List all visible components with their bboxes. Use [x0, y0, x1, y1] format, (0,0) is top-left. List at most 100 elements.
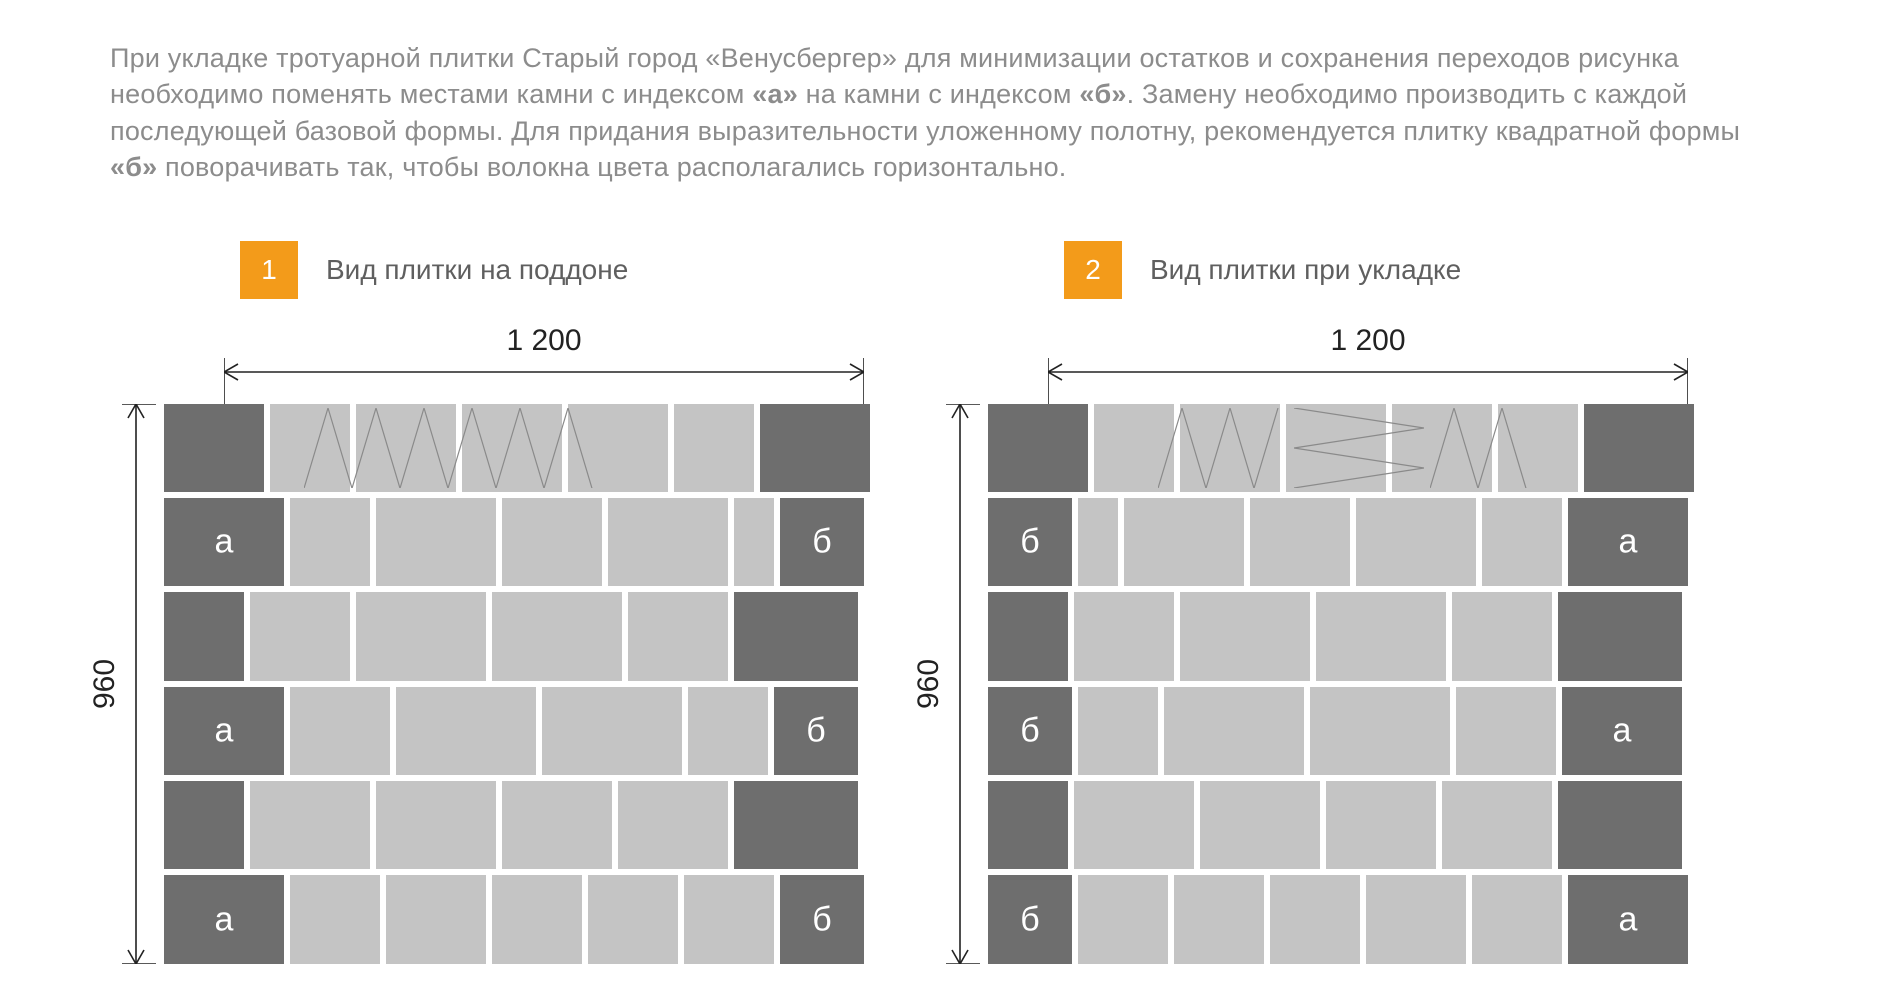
- tile-light: [734, 498, 774, 586]
- tile-light: [1250, 498, 1350, 586]
- tile-dark: б: [780, 875, 864, 963]
- tile-light: [1164, 687, 1304, 775]
- tile-light: [1316, 592, 1446, 680]
- grid-wrap: а б а б а б: [164, 404, 864, 964]
- dimension-width: 1 200: [1048, 358, 1688, 404]
- tile-dark: [760, 404, 870, 492]
- dimension-height: 960: [110, 404, 156, 964]
- tile-grid: а б а б а б: [164, 404, 864, 964]
- tile-light: [684, 875, 774, 963]
- panel-title: Вид плитки при укладке: [1150, 254, 1461, 286]
- tile-light: [1074, 781, 1194, 869]
- tile-light: [568, 404, 668, 492]
- tile-label: а: [1568, 900, 1688, 939]
- tile-dark: б: [988, 687, 1072, 775]
- tile-light: [1078, 875, 1168, 963]
- tile-dark: б: [988, 875, 1072, 963]
- intro-text: поворачивать так, чтобы волокна цвета ра…: [157, 152, 1066, 182]
- tile-light: [502, 781, 612, 869]
- tile-light: [1200, 781, 1320, 869]
- panel-header: 2 Вид плитки при укладке: [1064, 241, 1688, 299]
- tile-dark: б: [780, 498, 864, 586]
- tile-light: [356, 404, 456, 492]
- tile-light: [628, 592, 728, 680]
- tile-light: [250, 781, 370, 869]
- tile-light: [1310, 687, 1450, 775]
- tile-dark: б: [988, 498, 1072, 586]
- dimension-width: 1 200: [224, 358, 864, 404]
- tile-label: а: [1568, 523, 1688, 562]
- tile-dark: [988, 592, 1068, 680]
- tile-light: [1180, 404, 1280, 492]
- intro-bold: «б»: [110, 152, 157, 182]
- panels-row: 1Вид плитки на поддоне1 200 960 абабаб2В…: [110, 241, 1790, 964]
- tile-dark: [988, 781, 1068, 869]
- tile-dark: [164, 404, 264, 492]
- intro-paragraph: При укладке тротуарной плитки Старый гор…: [110, 40, 1790, 186]
- tile-dark: [734, 592, 858, 680]
- tile-light: [1452, 592, 1552, 680]
- tile-light: [618, 781, 728, 869]
- tile-dark: [1558, 781, 1682, 869]
- tile-dark: а: [1562, 687, 1682, 775]
- tile-label: а: [164, 900, 284, 939]
- intro-text: на камни с индексом: [798, 79, 1079, 109]
- tile-light: [688, 687, 768, 775]
- tile-dark: [1558, 592, 1682, 680]
- tile-light: [1078, 687, 1158, 775]
- tile-dark: а: [1568, 875, 1688, 963]
- dimension-width-label: 1 200: [224, 324, 864, 358]
- tile-light: [270, 404, 350, 492]
- panel-badge: 1: [240, 241, 298, 299]
- tile-label: б: [780, 900, 864, 939]
- tile-grid: б а б а б а: [988, 404, 1688, 964]
- intro-bold: «б»: [1079, 79, 1126, 109]
- tile-light: [462, 404, 562, 492]
- tile-label: б: [774, 711, 858, 750]
- tile-dark: а: [164, 687, 284, 775]
- tile-light: [1456, 687, 1556, 775]
- tile-light: [1498, 404, 1578, 492]
- tile-light: [608, 498, 728, 586]
- tile-dark: [164, 781, 244, 869]
- tile-dark: [164, 592, 244, 680]
- diagram-area: 1 200 960 а б а б а б: [110, 324, 864, 964]
- tile-light: [386, 875, 486, 963]
- tile-light: [290, 875, 380, 963]
- tile-label: б: [988, 523, 1072, 562]
- tile-label: б: [988, 711, 1072, 750]
- tile-light: [502, 498, 602, 586]
- tile-light: [542, 687, 682, 775]
- tile-light: [1356, 498, 1476, 586]
- tile-light: [356, 592, 486, 680]
- tile-light: [290, 498, 370, 586]
- tile-light: [1472, 875, 1562, 963]
- tile-dark: а: [164, 498, 284, 586]
- tile-light: [376, 498, 496, 586]
- diagram-area: 1 200 960 бабаба: [934, 324, 1688, 964]
- tile-light: [396, 687, 536, 775]
- tile-light: [492, 875, 582, 963]
- intro-bold: «а»: [752, 79, 798, 109]
- tile-dark: [1584, 404, 1694, 492]
- tile-light: [674, 404, 754, 492]
- tile-dark: [988, 404, 1088, 492]
- tile-light: [588, 875, 678, 963]
- tile-light: [1124, 498, 1244, 586]
- dimension-height-label: 960: [88, 404, 122, 964]
- tile-light: [1482, 498, 1562, 586]
- panel-badge: 2: [1064, 241, 1122, 299]
- tile-light: [1180, 592, 1310, 680]
- tile-light: [376, 781, 496, 869]
- dimension-width-label: 1 200: [1048, 324, 1688, 358]
- grid-wrap: б а б а б а: [988, 404, 1688, 964]
- tile-dark: [734, 781, 858, 869]
- tile-light: [1078, 498, 1118, 586]
- tile-label: а: [164, 711, 284, 750]
- tile-label: б: [988, 900, 1072, 939]
- tile-label: а: [1562, 711, 1682, 750]
- tile-light: [1442, 781, 1552, 869]
- tile-dark: б: [774, 687, 858, 775]
- tile-light: [1286, 404, 1386, 492]
- tile-light: [492, 592, 622, 680]
